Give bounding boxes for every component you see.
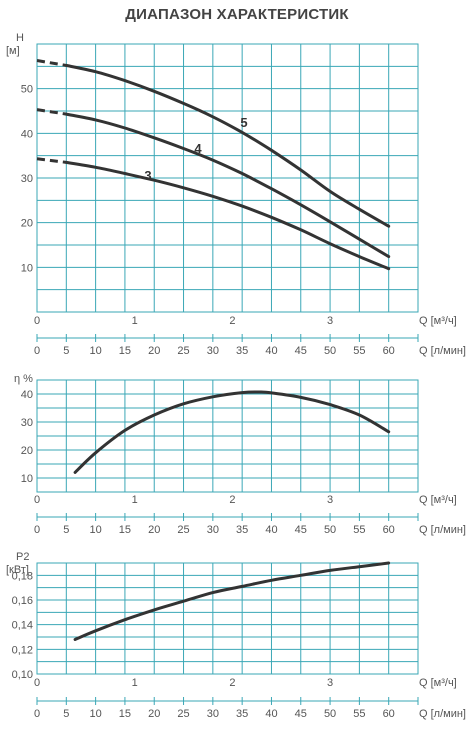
x-axis-label-lmin: Q [л/мин] (419, 708, 466, 720)
curve-3-dashed (36, 157, 67, 164)
x-tick-label-lmin: 35 (236, 345, 248, 357)
x-tick-label-lmin: 60 (383, 345, 395, 357)
x-tick-label-lmin: 0 (34, 708, 40, 720)
y-tick-label: 20 (21, 218, 33, 230)
x-tick-label-m3h: 2 (229, 677, 235, 689)
curve-5-dashed (36, 59, 67, 67)
x-tick-label-m3h: 2 (229, 315, 235, 327)
plot-frame (36, 562, 419, 675)
y-axis-label: η % (14, 373, 33, 385)
x-tick-label-m3h: 3 (327, 677, 333, 689)
x-tick-label-m3h: 0 (34, 677, 40, 689)
x-tick-label-m3h: 1 (132, 677, 138, 689)
x-tick-label-lmin: 20 (148, 708, 160, 720)
x-tick-label-lmin: 50 (324, 708, 336, 720)
y-tick-label: 10 (21, 262, 33, 274)
x-tick-label-lmin: 50 (324, 345, 336, 357)
chart-panel-3 (36, 561, 419, 705)
y-tick-label: 50 (21, 84, 33, 96)
y-tick-label: 0,10 (12, 669, 33, 681)
x-tick-label-lmin: 60 (383, 524, 395, 536)
curve-4 (64, 112, 391, 259)
y-tick-label: 0,14 (12, 620, 33, 632)
y-tick-label: 10 (21, 473, 33, 485)
page-title: ДИАПАЗОН ХАРАКТЕРИСТИК (125, 6, 349, 23)
x-tick-label-m3h: 3 (327, 494, 333, 506)
x-tick-label-m3h: 0 (34, 494, 40, 506)
y-axis-label: P2 (16, 551, 29, 563)
x-tick-label-lmin: 10 (89, 345, 101, 357)
curve-label-5: 5 (240, 115, 247, 130)
x-tick-label-lmin: 15 (119, 708, 131, 720)
y-axis-unit: [м] (6, 45, 20, 57)
y-tick-label: 30 (21, 173, 33, 185)
x-tick-label-lmin: 35 (236, 524, 248, 536)
x-tick-label-lmin: 5 (63, 345, 69, 357)
x-tick-label-lmin: 10 (89, 524, 101, 536)
curve-power (73, 561, 391, 641)
y-tick-label: 20 (21, 445, 33, 457)
x-tick-label-lmin: 60 (383, 708, 395, 720)
x-tick-label-lmin: 30 (207, 524, 219, 536)
x-tick-label-lmin: 25 (177, 345, 189, 357)
curve-3 (64, 160, 391, 271)
x-tick-label-lmin: 35 (236, 708, 248, 720)
curve-4-dashed (36, 108, 67, 116)
x-tick-label-lmin: 20 (148, 524, 160, 536)
x-tick-label-lmin: 55 (353, 345, 365, 357)
x-tick-label-lmin: 15 (119, 524, 131, 536)
x-tick-label-lmin: 15 (119, 345, 131, 357)
x-tick-label-lmin: 0 (34, 345, 40, 357)
plot-frame (36, 379, 419, 493)
x-axis-label-m3h: Q [м³/ч] (419, 315, 457, 327)
x-axis-label-m3h: Q [м³/ч] (419, 494, 457, 506)
x-tick-label-lmin: 40 (265, 345, 277, 357)
x-tick-label-lmin: 20 (148, 345, 160, 357)
x-tick-label-lmin: 50 (324, 524, 336, 536)
y-tick-label: 40 (21, 128, 33, 140)
x-tick-label-m3h: 2 (229, 494, 235, 506)
y-tick-label: 0,12 (12, 644, 33, 656)
x-tick-label-lmin: 5 (63, 708, 69, 720)
x-tick-label-lmin: 45 (295, 708, 307, 720)
x-tick-label-lmin: 40 (265, 708, 277, 720)
x-tick-label-lmin: 30 (207, 345, 219, 357)
y-tick-label: 0,16 (12, 595, 33, 607)
x-tick-label-lmin: 0 (34, 524, 40, 536)
x-tick-label-m3h: 1 (132, 494, 138, 506)
x-tick-label-lmin: 25 (177, 524, 189, 536)
x-tick-label-lmin: 40 (265, 524, 277, 536)
curve-efficiency (73, 390, 391, 474)
x-axis-label-lmin: Q [л/мин] (419, 524, 466, 536)
x-tick-label-m3h: 1 (132, 315, 138, 327)
x-tick-label-lmin: 45 (295, 345, 307, 357)
x-tick-label-lmin: 10 (89, 708, 101, 720)
x-tick-label-lmin: 45 (295, 524, 307, 536)
x-tick-label-lmin: 30 (207, 708, 219, 720)
y-axis-unit: [кВт] (6, 564, 29, 576)
curve-5 (64, 63, 391, 228)
y-tick-label: 30 (21, 417, 33, 429)
curve-label-4: 4 (194, 141, 202, 156)
x-axis-label-lmin: Q [л/мин] (419, 345, 466, 357)
x-tick-label-lmin: 5 (63, 524, 69, 536)
x-tick-label-lmin: 55 (353, 708, 365, 720)
plot-frame (36, 43, 419, 313)
x-tick-label-m3h: 3 (327, 315, 333, 327)
x-tick-label-m3h: 0 (34, 315, 40, 327)
x-tick-label-lmin: 25 (177, 708, 189, 720)
y-tick-label: 0,18 (12, 570, 33, 582)
curve-label-3: 3 (144, 168, 151, 183)
chart-panel-1 (36, 43, 419, 342)
y-tick-label: 40 (21, 389, 33, 401)
x-axis-label-m3h: Q [м³/ч] (419, 677, 457, 689)
y-axis-label: H (16, 32, 24, 44)
chart-panel-2 (36, 379, 419, 521)
x-tick-label-lmin: 55 (353, 524, 365, 536)
